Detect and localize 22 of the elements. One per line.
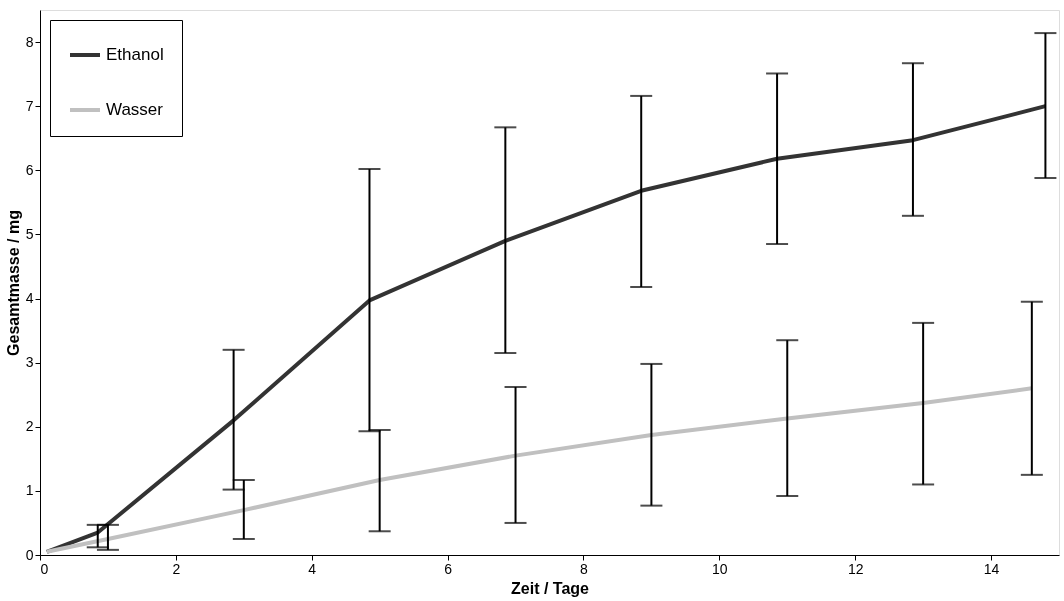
x-tick-label: 6 [444, 560, 453, 577]
x-tick-label: 10 [712, 560, 728, 577]
legend-label: Wasser [106, 100, 164, 119]
legend-label: Ethanol [106, 45, 164, 64]
x-tick-label: 4 [308, 560, 317, 577]
x-tick-label: 14 [983, 560, 1000, 577]
y-tick-label: 5 [25, 225, 34, 242]
y-tick-label: 4 [25, 290, 34, 307]
x-tick-label: 12 [847, 560, 864, 577]
y-tick-label: 3 [25, 354, 34, 371]
x-axis-title: Zeit / Tage [511, 579, 590, 597]
y-tick-label: 0 [25, 546, 34, 563]
y-tick-label: 2 [25, 418, 34, 435]
line-series [44, 386, 1034, 554]
y-tick-label: 6 [25, 161, 34, 178]
x-tick-label: 0 [40, 560, 49, 577]
y-tick-label: 7 [25, 97, 34, 114]
y-tick-label: 1 [25, 482, 34, 499]
y-axis-title: Gesamtmasse / mg [4, 210, 22, 356]
y-tick-label: 8 [25, 33, 34, 50]
x-tick-label: 8 [580, 560, 589, 577]
x-tick-label: 2 [172, 560, 181, 577]
